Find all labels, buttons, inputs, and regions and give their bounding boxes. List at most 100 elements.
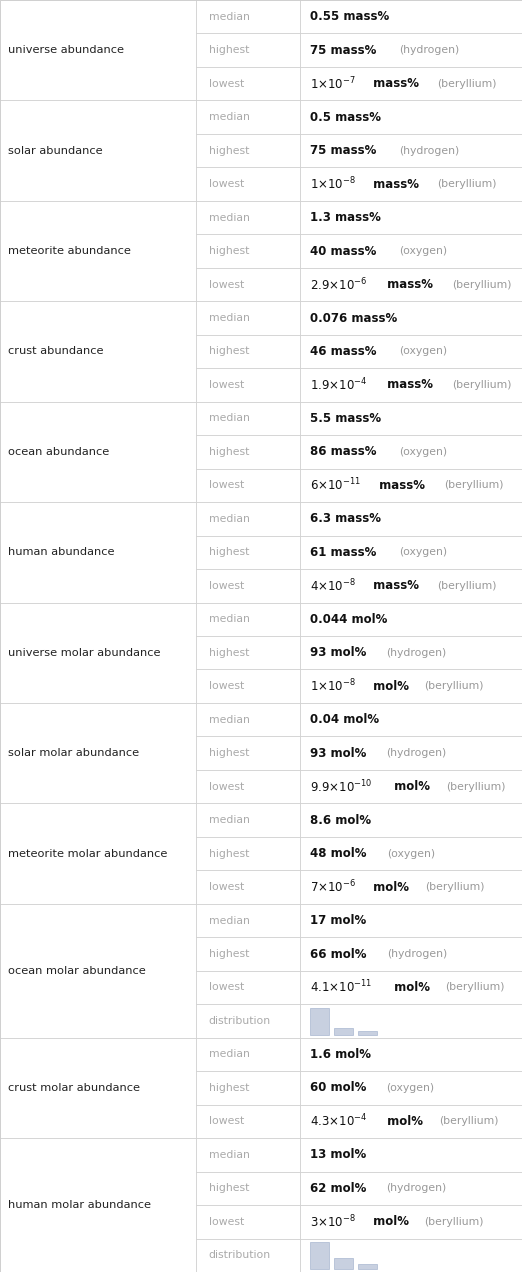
Text: human molar abundance: human molar abundance — [8, 1199, 151, 1210]
Text: $1{\times}10^{-8}$: $1{\times}10^{-8}$ — [310, 678, 355, 695]
Text: median: median — [209, 815, 250, 826]
Bar — [310, 1007, 329, 1035]
Bar — [334, 1028, 353, 1035]
Bar — [196, 804, 300, 837]
Text: human abundance: human abundance — [8, 547, 114, 557]
Text: lowest: lowest — [209, 79, 244, 89]
Text: (oxygen): (oxygen) — [399, 446, 448, 457]
Bar — [300, 268, 522, 301]
Bar — [196, 971, 300, 1004]
Bar — [196, 1038, 300, 1071]
Text: highest: highest — [209, 446, 249, 457]
Bar — [0, 804, 196, 904]
Text: highest: highest — [209, 748, 249, 758]
Bar — [196, 201, 300, 234]
Text: $9.9{\times}10^{-10}$: $9.9{\times}10^{-10}$ — [310, 778, 372, 795]
Bar — [300, 0, 522, 33]
Text: 13 mol%: 13 mol% — [310, 1149, 366, 1161]
Bar — [196, 636, 300, 669]
Text: (hydrogen): (hydrogen) — [386, 1183, 447, 1193]
Bar — [196, 703, 300, 736]
Bar — [300, 736, 522, 770]
Text: meteorite molar abundance: meteorite molar abundance — [8, 848, 167, 859]
Bar — [300, 603, 522, 636]
Bar — [196, 368, 300, 402]
Text: highest: highest — [209, 949, 249, 959]
Text: mass%: mass% — [369, 579, 419, 593]
Text: (hydrogen): (hydrogen) — [386, 748, 447, 758]
Bar — [300, 536, 522, 569]
Text: 0.5 mass%: 0.5 mass% — [310, 111, 381, 123]
Text: highest: highest — [209, 245, 249, 256]
Bar — [196, 870, 300, 904]
Text: $4.1{\times}10^{-11}$: $4.1{\times}10^{-11}$ — [310, 979, 372, 996]
Text: highest: highest — [209, 647, 249, 658]
Bar — [300, 870, 522, 904]
Bar — [196, 536, 300, 569]
Bar — [196, 937, 300, 971]
Text: median: median — [209, 715, 250, 725]
Bar — [196, 1205, 300, 1239]
Text: lowest: lowest — [209, 179, 244, 190]
Text: mol%: mol% — [369, 1215, 409, 1229]
Text: $1{\times}10^{-7}$: $1{\times}10^{-7}$ — [310, 75, 355, 92]
Text: median: median — [209, 1049, 250, 1060]
Bar — [196, 569, 300, 603]
Text: mass%: mass% — [384, 279, 433, 291]
Text: 93 mol%: 93 mol% — [310, 747, 366, 759]
Text: median: median — [209, 614, 250, 625]
Bar — [300, 67, 522, 100]
Bar — [0, 301, 196, 402]
Text: median: median — [209, 212, 250, 223]
Bar — [300, 1205, 522, 1239]
Text: crust abundance: crust abundance — [8, 346, 103, 356]
Text: median: median — [209, 1150, 250, 1160]
Text: (beryllium): (beryllium) — [424, 682, 484, 691]
Text: mol%: mol% — [369, 880, 409, 893]
Text: (beryllium): (beryllium) — [452, 280, 512, 290]
Text: lowest: lowest — [209, 682, 244, 691]
Bar — [196, 1239, 300, 1272]
Bar — [358, 1264, 377, 1269]
Text: (beryllium): (beryllium) — [437, 79, 497, 89]
Bar — [300, 703, 522, 736]
Text: solar abundance: solar abundance — [8, 145, 102, 155]
Text: distribution: distribution — [209, 1016, 271, 1027]
Text: (beryllium): (beryllium) — [446, 982, 505, 992]
Text: lowest: lowest — [209, 1117, 244, 1127]
Bar — [0, 1138, 196, 1272]
Text: (oxygen): (oxygen) — [399, 245, 447, 256]
Text: 60 mol%: 60 mol% — [310, 1081, 366, 1094]
Text: 61 mass%: 61 mass% — [310, 546, 376, 558]
Bar — [196, 770, 300, 804]
Bar — [196, 268, 300, 301]
Bar — [300, 468, 522, 502]
Text: ocean molar abundance: ocean molar abundance — [8, 965, 146, 976]
Bar — [300, 1038, 522, 1071]
Text: 5.5 mass%: 5.5 mass% — [310, 412, 381, 425]
Bar — [300, 100, 522, 134]
Bar — [196, 1138, 300, 1172]
Text: 6.3 mass%: 6.3 mass% — [310, 513, 381, 525]
Text: highest: highest — [209, 346, 249, 356]
Bar — [300, 904, 522, 937]
Bar — [300, 301, 522, 335]
Bar — [300, 1172, 522, 1205]
Text: lowest: lowest — [209, 781, 244, 791]
Text: $2.9{\times}10^{-6}$: $2.9{\times}10^{-6}$ — [310, 276, 367, 293]
Text: crust molar abundance: crust molar abundance — [8, 1082, 140, 1093]
Text: $7{\times}10^{-6}$: $7{\times}10^{-6}$ — [310, 879, 355, 895]
Bar — [196, 134, 300, 168]
Bar — [196, 837, 300, 870]
Bar — [300, 669, 522, 703]
Bar — [334, 1258, 353, 1269]
Bar — [300, 134, 522, 168]
Bar — [196, 435, 300, 468]
Text: 0.04 mol%: 0.04 mol% — [310, 714, 378, 726]
Text: highest: highest — [209, 145, 249, 155]
Bar — [300, 636, 522, 669]
Text: (oxygen): (oxygen) — [399, 547, 447, 557]
Text: highest: highest — [209, 547, 249, 557]
Bar — [358, 1030, 377, 1035]
Text: 1.6 mol%: 1.6 mol% — [310, 1048, 371, 1061]
